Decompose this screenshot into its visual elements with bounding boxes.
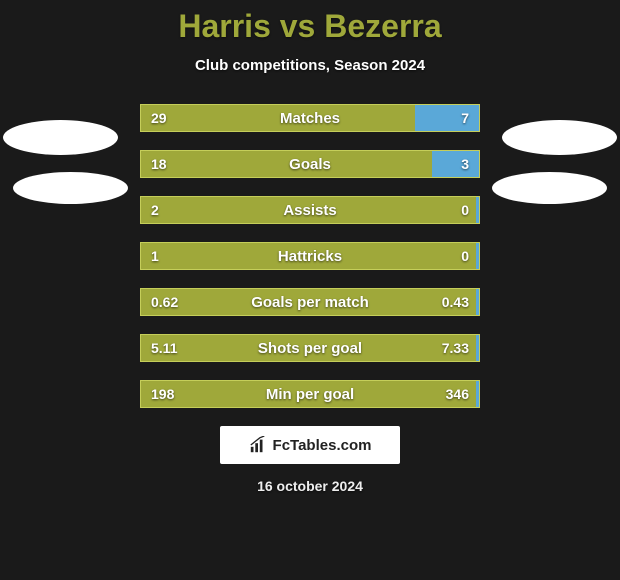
stat-value-right: 7 bbox=[461, 110, 469, 126]
chart-icon bbox=[249, 436, 267, 454]
stat-label: Matches bbox=[141, 110, 479, 127]
stat-value-right: 346 bbox=[446, 386, 469, 402]
stat-label: Goals bbox=[141, 156, 479, 173]
stat-value-right: 0 bbox=[461, 202, 469, 218]
player-right-avatar bbox=[502, 120, 617, 155]
watermark: FcTables.com bbox=[220, 426, 400, 464]
stat-row: 0.62Goals per match0.43 bbox=[140, 288, 480, 316]
player-left-badge bbox=[13, 172, 128, 204]
stat-row: 1Hattricks0 bbox=[140, 242, 480, 270]
stat-label: Assists bbox=[141, 202, 479, 219]
stat-value-right: 0.43 bbox=[442, 294, 469, 310]
stat-row: 198Min per goal346 bbox=[140, 380, 480, 408]
stat-row: 29Matches7 bbox=[140, 104, 480, 132]
stat-value-right: 0 bbox=[461, 248, 469, 264]
watermark-text: FcTables.com bbox=[273, 437, 372, 454]
stat-row: 18Goals3 bbox=[140, 150, 480, 178]
player-right-badge bbox=[492, 172, 607, 204]
stat-label: Hattricks bbox=[141, 248, 479, 265]
player-left-avatar bbox=[3, 120, 118, 155]
stat-row: 5.11Shots per goal7.33 bbox=[140, 334, 480, 362]
page-title: Harris vs Bezerra bbox=[0, 0, 620, 45]
stats-container: 29Matches7 18Goals3 2Assists0 1Hattricks0 0.… bbox=[140, 104, 480, 408]
stat-label: Min per goal bbox=[141, 386, 479, 403]
page-subtitle: Club competitions, Season 2024 bbox=[0, 57, 620, 74]
stat-label: Shots per goal bbox=[141, 340, 479, 357]
stat-value-right: 3 bbox=[461, 156, 469, 172]
date-text: 16 october 2024 bbox=[0, 478, 620, 494]
stat-value-right: 7.33 bbox=[442, 340, 469, 356]
stat-row: 2Assists0 bbox=[140, 196, 480, 224]
stat-label: Goals per match bbox=[141, 294, 479, 311]
